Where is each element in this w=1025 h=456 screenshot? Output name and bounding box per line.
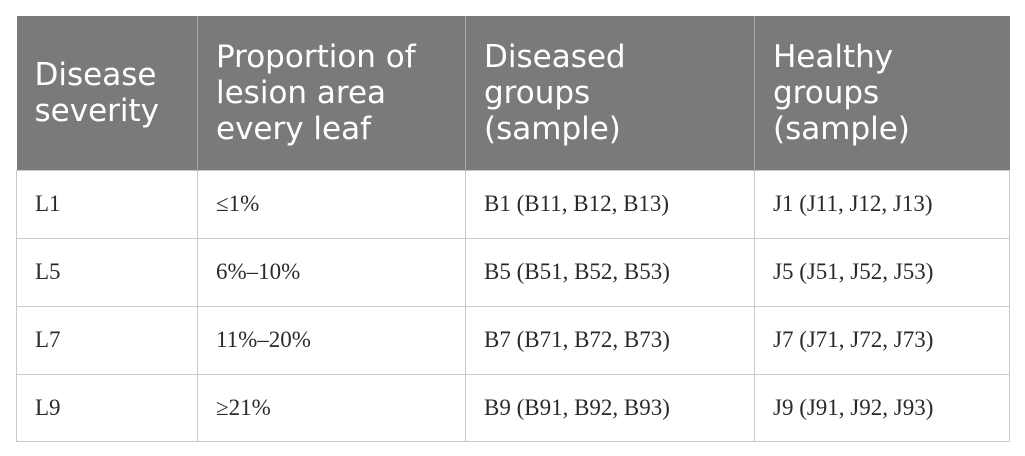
table-row: L1 ≤1% B1 (B11, B12, B13) J1 (J11, J12, …: [16, 169, 1010, 239]
cell-proportion: ≤1%: [197, 169, 466, 239]
severity-table: Disease severity Proportion of lesion ar…: [16, 16, 1010, 442]
cell-proportion: 6%–10%: [197, 237, 466, 307]
table-body: L1 ≤1% B1 (B11, B12, B13) J1 (J11, J12, …: [16, 169, 1010, 442]
cell-severity: L1: [16, 169, 198, 239]
cell-healthy-group: J7 (J71, J72, J73): [754, 305, 1010, 375]
header-healthy-groups: Healthy groups (sample): [754, 16, 1010, 170]
header-lesion-proportion: Proportion of lesion area every leaf: [197, 16, 466, 170]
severity-table-container: Disease severity Proportion of lesion ar…: [16, 16, 1010, 442]
table-row: L7 11%–20% B7 (B71, B72, B73) J7 (J71, J…: [16, 305, 1010, 375]
cell-healthy-group: J9 (J91, J92, J93): [754, 373, 1010, 442]
header-row: Disease severity Proportion of lesion ar…: [16, 16, 1010, 170]
cell-severity: L7: [16, 305, 198, 375]
header-disease-severity: Disease severity: [16, 16, 198, 170]
cell-severity: L9: [16, 373, 198, 442]
cell-diseased-group: B1 (B11, B12, B13): [465, 169, 755, 239]
cell-healthy-group: J1 (J11, J12, J13): [754, 169, 1010, 239]
header-diseased-groups: Diseased groups (sample): [465, 16, 755, 170]
cell-proportion: 11%–20%: [197, 305, 466, 375]
cell-diseased-group: B9 (B91, B92, B93): [465, 373, 755, 442]
table-row: L9 ≥21% B9 (B91, B92, B93) J9 (J91, J92,…: [16, 373, 1010, 442]
table-header: Disease severity Proportion of lesion ar…: [16, 16, 1010, 170]
cell-severity: L5: [16, 237, 198, 307]
cell-diseased-group: B7 (B71, B72, B73): [465, 305, 755, 375]
table-row: L5 6%–10% B5 (B51, B52, B53) J5 (J51, J5…: [16, 237, 1010, 307]
cell-proportion: ≥21%: [197, 373, 466, 442]
cell-diseased-group: B5 (B51, B52, B53): [465, 237, 755, 307]
cell-healthy-group: J5 (J51, J52, J53): [754, 237, 1010, 307]
